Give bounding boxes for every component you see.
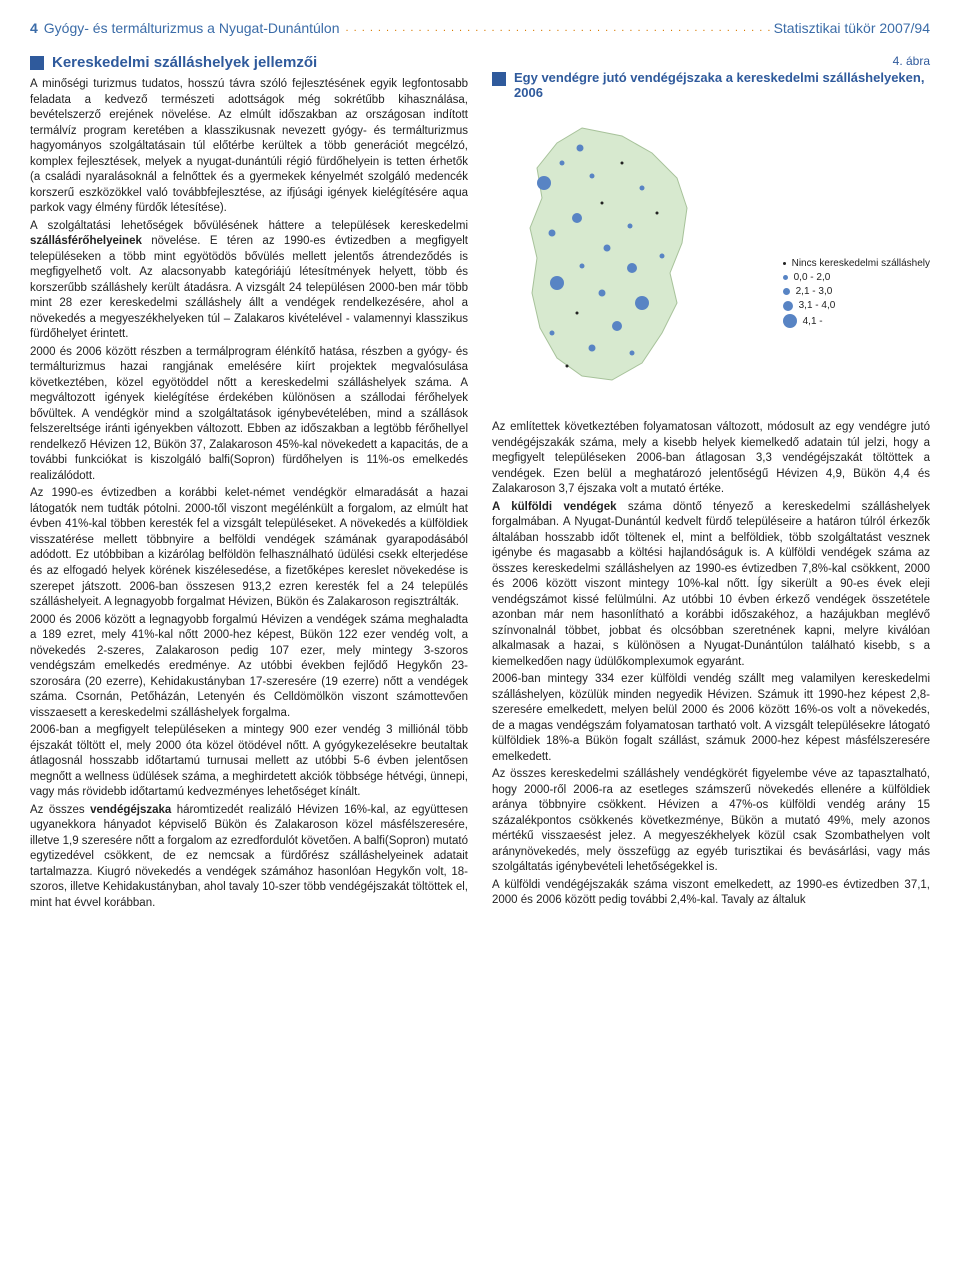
legend-label: Nincs kereskedelmi szálláshely <box>792 258 930 269</box>
legend-row: 2,1 - 3,0 <box>783 286 930 297</box>
legend-label: 4,1 - <box>803 316 823 327</box>
para: 2006-ban mintegy 334 ezer külföldi vendé… <box>492 672 930 765</box>
map-dot <box>601 202 604 205</box>
para: 2000 és 2006 között részben a termálprog… <box>30 345 468 485</box>
legend-label: 3,1 - 4,0 <box>799 300 836 311</box>
figure-title: Egy vendégre jutó vendégéjszaka a keresk… <box>492 70 930 100</box>
legend-row: 3,1 - 4,0 <box>783 300 930 311</box>
map-dot <box>635 296 649 310</box>
map-dot <box>604 245 611 252</box>
right-column: 4. ábra Egy vendégre jutó vendégéjszaka … <box>492 54 930 913</box>
map-dot <box>656 212 659 215</box>
map-dot <box>549 230 556 237</box>
header-right-title: Statisztikai tükör 2007/94 <box>774 20 930 36</box>
page-number: 4 <box>30 20 38 36</box>
left-body: A minőségi turizmus tudatos, hosszú távr… <box>30 77 468 911</box>
map-dot <box>550 331 555 336</box>
para: A külföldi vendégek száma döntő tényező … <box>492 500 930 671</box>
map-dot <box>572 213 582 223</box>
para: Az összes vendégéjszaka háromtizedét rea… <box>30 803 468 912</box>
map-dot <box>577 145 584 152</box>
legend-label: 0,0 - 2,0 <box>794 272 831 283</box>
legend-dot-icon <box>783 262 786 265</box>
map-dot <box>580 264 585 269</box>
map-figure: Nincs kereskedelmi szálláshely 0,0 - 2,0… <box>492 108 930 408</box>
section-title-text: Kereskedelmi szálláshelyek jellemzői <box>52 54 317 71</box>
header-left-title: Gyógy- és termálturizmus a Nyugat-Dunánt… <box>44 20 340 36</box>
map-dot <box>599 290 606 297</box>
map-dot <box>576 312 579 315</box>
left-column: Kereskedelmi szálláshelyek jellemzői A m… <box>30 54 468 913</box>
figure-bullet-icon <box>492 72 506 86</box>
figure-label: 4. ábra <box>492 54 930 68</box>
map-dot <box>550 276 564 290</box>
map-dot <box>589 345 596 352</box>
map-dot <box>630 351 635 356</box>
page-header: 4 Gyógy- és termálturizmus a Nyugat-Duná… <box>30 20 930 36</box>
map-svg <box>492 108 732 398</box>
para: Az említettek következtében folyamatosan… <box>492 420 930 498</box>
header-dots: . . . . . . . . . . . . . . . . . . . . … <box>339 22 773 34</box>
legend-row: 0,0 - 2,0 <box>783 272 930 283</box>
para: Az 1990-es évtizedben a korábbi kelet-né… <box>30 486 468 610</box>
para: 2006-ban a megfigyelt településeken a mi… <box>30 723 468 801</box>
map-legend: Nincs kereskedelmi szálláshely 0,0 - 2,0… <box>783 258 930 331</box>
map-dot <box>640 186 645 191</box>
legend-dot-icon <box>783 275 788 280</box>
legend-dot-icon <box>783 301 793 311</box>
para: Az összes kereskedelmi szálláshely vendé… <box>492 767 930 876</box>
map-dot <box>660 254 665 259</box>
map-dot <box>627 263 637 273</box>
para: 2000 és 2006 között a legnagyobb forgalm… <box>30 613 468 722</box>
legend-row: Nincs kereskedelmi szálláshely <box>783 258 930 269</box>
para: A külföldi vendégéjszakák száma viszont … <box>492 878 930 909</box>
map-dot <box>628 224 633 229</box>
para: A szolgáltatási lehetőségek bővülésének … <box>30 219 468 343</box>
right-body: Az említettek következtében folyamatosan… <box>492 420 930 909</box>
para: A minőségi turizmus tudatos, hosszú távr… <box>30 77 468 217</box>
section-title: Kereskedelmi szálláshelyek jellemzői <box>30 54 468 71</box>
map-dot <box>612 321 622 331</box>
legend-dot-icon <box>783 288 790 295</box>
legend-dot-icon <box>783 314 797 328</box>
map-dot <box>590 174 595 179</box>
section-bullet-icon <box>30 56 44 70</box>
legend-label: 2,1 - 3,0 <box>796 286 833 297</box>
map-dot <box>537 176 551 190</box>
legend-row: 4,1 - <box>783 314 930 328</box>
figure-title-text: Egy vendégre jutó vendégéjszaka a keresk… <box>514 70 930 100</box>
map-dot <box>560 161 565 166</box>
map-dot <box>621 162 624 165</box>
map-dot <box>566 365 569 368</box>
